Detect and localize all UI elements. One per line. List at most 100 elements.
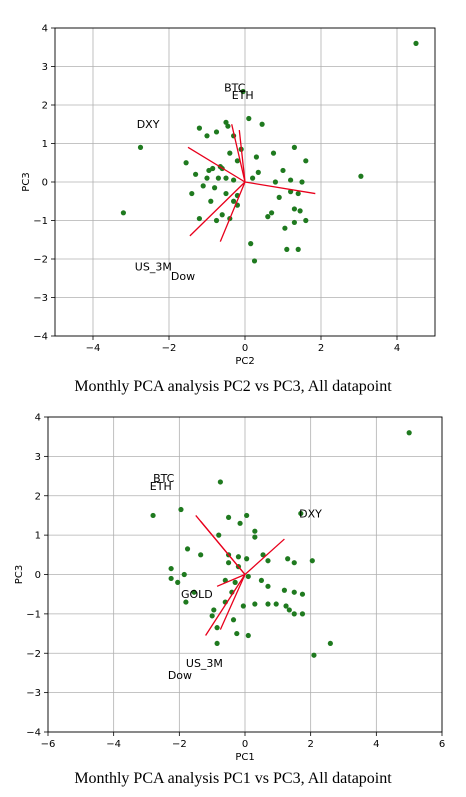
data-point [218,479,223,484]
data-point [214,641,219,646]
data-point [226,515,231,520]
data-point [204,176,209,181]
data-point [225,124,230,129]
data-point [223,191,228,196]
data-point [287,607,292,612]
data-point [246,574,251,579]
data-point [292,590,297,595]
loading-vector-us-3m [190,182,245,236]
data-point [265,584,270,589]
data-point [274,601,279,606]
data-point [244,556,249,561]
data-point [214,129,219,134]
y-tick-label: 3 [42,62,48,73]
data-point [282,226,287,231]
data-point [328,641,333,646]
data-point [150,513,155,518]
y-tick-label: −3 [33,293,48,304]
loading-vector-dxy [245,539,284,574]
data-point [303,158,308,163]
x-tick-label: 0 [242,739,248,750]
data-point [260,122,265,127]
data-point [252,258,257,263]
loading-vector-eth [201,521,245,574]
data-point [211,607,216,612]
data-point [234,631,239,636]
data-point [184,160,189,165]
x-tick-label: 2 [307,739,313,750]
data-point [197,216,202,221]
data-point [241,603,246,608]
x-tick-label: −4 [106,739,121,750]
data-point [265,601,270,606]
data-point [292,206,297,211]
x-tick-label: 2 [318,343,324,354]
data-point [227,151,232,156]
data-point [265,214,270,219]
data-point [299,179,304,184]
data-point [244,513,249,518]
variable-label: DXY [299,507,322,520]
y-tick-label: −1 [26,609,41,620]
data-point [212,185,217,190]
data-point [269,210,274,215]
x-axis-label: PC1 [235,752,254,763]
loading-vector-gold [245,182,315,194]
data-point [256,170,261,175]
y-tick-label: 4 [35,413,41,424]
data-point [265,558,270,563]
chart-caption: Monthly PCA analysis PC1 vs PC3, All dat… [0,770,466,788]
data-point [271,151,276,156]
data-point [252,534,257,539]
loading-vector-eth [239,130,245,182]
data-point [280,168,285,173]
loading-vector-us-3m [206,575,245,636]
data-point [210,166,215,171]
data-point [169,566,174,571]
y-tick-label: 3 [35,452,41,463]
data-point [259,578,264,583]
data-point [300,611,305,616]
data-point [223,176,228,181]
data-point [210,613,215,618]
data-point [310,558,315,563]
data-point [273,179,278,184]
loading-vector-dow [220,182,245,242]
data-point [292,560,297,565]
chart-caption: Monthly PCA analysis PC2 vs PC3, All dat… [0,378,466,396]
y-tick-label: 1 [35,531,41,542]
data-point [208,199,213,204]
data-point [413,41,418,46]
data-point [204,133,209,138]
x-tick-label: 0 [242,343,248,354]
data-point [252,601,257,606]
data-point [292,220,297,225]
pca-pc2-pc3-chart: −4−2024−4−3−2−101234PC2PC3BTCETHDXYGOLDU… [0,0,466,372]
data-point [288,177,293,182]
data-point [233,580,238,585]
data-point [182,572,187,577]
data-point [178,507,183,512]
variable-label: US_3M [135,261,172,274]
data-point [193,172,198,177]
data-point [296,191,301,196]
data-point [214,218,219,223]
pca-pc1-pc3-chart: −6 −4 −2 0 2 4 6−4−3−2−101234PC1PC3BTCETHDXYGO… [0,402,466,766]
y-tick-label: 0 [35,570,41,581]
x-axis-label: PC2 [235,356,254,367]
data-point [214,625,219,630]
data-point [216,176,221,181]
y-tick-label: 2 [35,491,41,502]
data-point [201,183,206,188]
y-tick-label: −4 [26,728,41,739]
data-point [236,554,241,559]
data-point [292,145,297,150]
data-point [358,174,363,179]
data-point [246,633,251,638]
data-point [254,154,259,159]
data-point [226,560,231,565]
y-tick-label: 4 [42,24,48,35]
data-point [189,191,194,196]
y-axis-label: PC3 [21,172,32,191]
data-point [296,247,301,252]
